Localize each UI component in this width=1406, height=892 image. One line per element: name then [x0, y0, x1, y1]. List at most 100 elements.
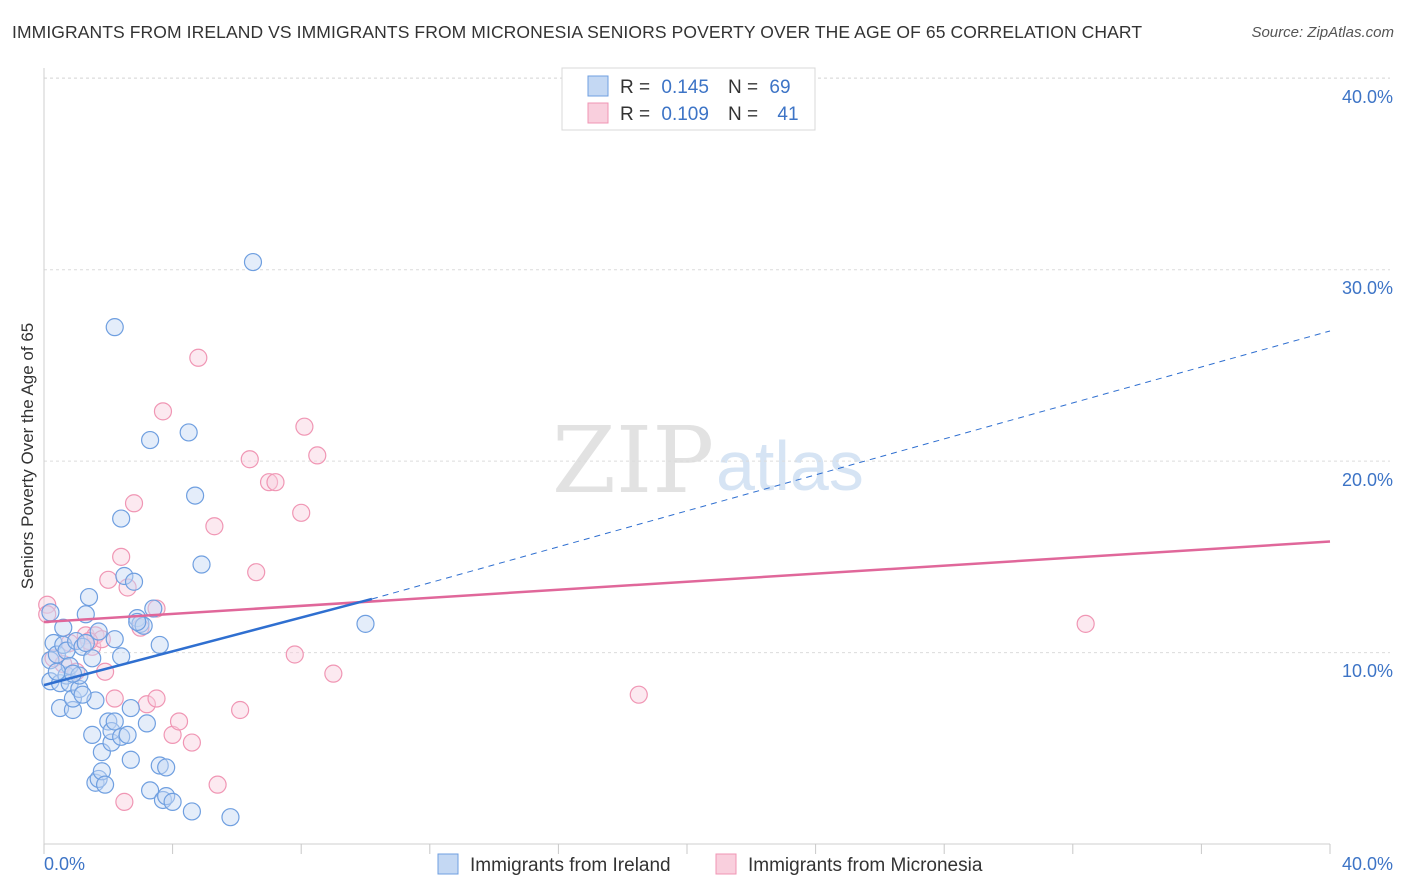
micronesia-point	[205, 517, 224, 536]
ireland-point	[47, 662, 66, 681]
svg-text:R = 0.109: R = 0.109	[620, 104, 709, 125]
trendline-micronesia	[43, 540, 1331, 624]
ireland-point	[89, 622, 108, 641]
y-tick-label: 40.0%	[1342, 87, 1393, 107]
ireland-point	[356, 614, 375, 633]
correlation-legend: R = 0.145 N = 69 R = 0.109 N = 41	[561, 67, 816, 131]
ireland-point	[186, 486, 205, 505]
ireland-point	[54, 618, 73, 637]
ireland-point	[70, 679, 89, 699]
ireland-point	[41, 603, 60, 622]
ireland-point	[92, 743, 111, 762]
legend-n-value-ireland: 69	[769, 77, 790, 98]
ireland-point	[105, 318, 124, 337]
ireland-point	[124, 572, 144, 591]
micronesia-point	[189, 348, 208, 367]
ireland-point	[140, 430, 160, 450]
ireland-point	[163, 792, 182, 811]
trendline-ireland-extension	[371, 330, 1331, 600]
ireland-point	[83, 725, 102, 744]
ireland-point	[179, 423, 198, 442]
bottom-legend-swatch-micronesia	[715, 853, 737, 875]
source-label: Source: ZipAtlas.com	[1251, 24, 1394, 41]
legend-r-label: R =	[620, 104, 650, 125]
micronesia-point	[231, 700, 250, 720]
bottom-legend-label-ireland: Immigrants from Ireland	[470, 855, 671, 876]
micronesia-point	[240, 450, 259, 469]
micronesia-point	[105, 689, 124, 708]
ireland-point	[150, 635, 169, 655]
legend-n-label: N =	[728, 104, 758, 125]
series-micronesia-points	[38, 348, 1095, 811]
bottom-legend-label-micronesia: Immigrants from Micronesia	[748, 855, 983, 876]
ireland-point	[118, 725, 137, 744]
ireland-point	[157, 758, 176, 777]
ireland-point	[144, 599, 163, 618]
ireland-point	[79, 587, 99, 607]
micronesia-point	[112, 547, 131, 566]
svg-text:R = 0.145: R = 0.145	[620, 77, 709, 98]
micronesia-point	[99, 570, 118, 589]
micronesia-point	[208, 775, 227, 794]
ireland-point	[76, 633, 95, 653]
legend-r-label: R =	[620, 77, 650, 98]
y-axis-title: Seniors Poverty Over the Age of 65	[18, 323, 37, 589]
legend-r-value-micronesia: 0.109	[661, 104, 709, 125]
micronesia-point	[182, 733, 201, 752]
ireland-point	[121, 698, 140, 718]
trendline-ireland	[43, 597, 373, 687]
micronesia-point	[153, 402, 173, 421]
micronesia-point	[147, 689, 166, 708]
y-tick-label: 30.0%	[1342, 278, 1393, 298]
micronesia-point	[285, 645, 304, 664]
legend-n-label: N =	[728, 77, 758, 98]
ireland-point	[83, 649, 102, 668]
svg-text:N = 69: N = 69	[728, 77, 791, 98]
y-tick-label: 20.0%	[1342, 470, 1393, 490]
y-tick-labels: 10.0% 20.0% 30.0% 40.0%	[1342, 87, 1393, 681]
micronesia-point	[259, 473, 279, 492]
ireland-point	[128, 612, 147, 632]
micronesia-point	[292, 503, 311, 522]
micronesia-point	[131, 618, 150, 637]
x-tick-label-max: 40.0%	[1342, 854, 1393, 874]
ireland-point	[221, 808, 240, 827]
series-ireland-points	[41, 252, 375, 827]
ireland-point	[150, 756, 169, 775]
micronesia-point	[247, 563, 266, 582]
ireland-point	[99, 712, 118, 731]
ireland-point	[121, 750, 140, 769]
series-legend: Immigrants from Ireland Immigrants from …	[437, 853, 983, 876]
ireland-point	[140, 781, 160, 800]
trendlines	[43, 330, 1331, 687]
micronesia-point	[324, 664, 343, 683]
legend-r-value-ireland: 0.145	[661, 77, 709, 98]
micronesia-point	[295, 417, 314, 436]
bottom-legend-swatch-ireland	[437, 853, 459, 875]
micronesia-point	[308, 446, 327, 465]
svg-text:N = 41: N = 41	[728, 104, 799, 125]
ireland-point	[105, 712, 124, 731]
y-tick-label: 10.0%	[1342, 661, 1393, 681]
legend-swatch-ireland	[587, 75, 609, 97]
ireland-point	[137, 714, 156, 733]
ireland-point	[63, 689, 83, 708]
ireland-point	[73, 685, 92, 704]
watermark-zip: ZIP	[552, 407, 714, 514]
x-tick-label-min: 0.0%	[44, 854, 85, 874]
ireland-point	[105, 630, 124, 649]
micronesia-point	[1076, 614, 1095, 633]
ireland-point	[243, 252, 263, 272]
ireland-point	[182, 802, 201, 821]
ireland-point	[112, 509, 131, 528]
legend-n-value-micronesia: 41	[777, 104, 798, 125]
ireland-point	[112, 727, 131, 746]
micronesia-point	[124, 494, 144, 513]
micronesia-point	[629, 685, 648, 704]
ireland-point	[115, 566, 134, 586]
ireland-point	[192, 555, 211, 574]
ireland-point	[95, 775, 115, 794]
x-axis-ticks	[43, 844, 1331, 854]
gridlines	[44, 77, 1390, 654]
